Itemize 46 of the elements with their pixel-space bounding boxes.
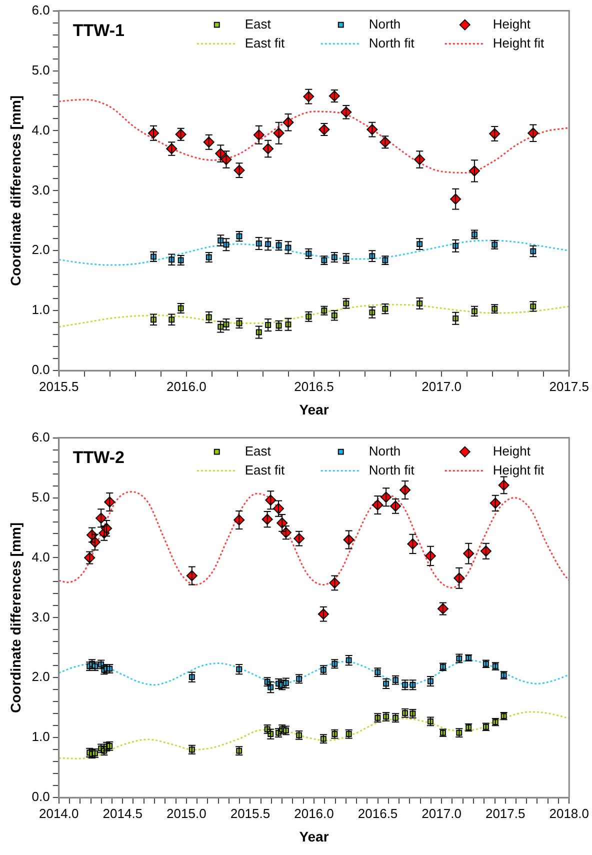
y-tick-label: 5.0 <box>32 62 50 78</box>
legend-label: Height fit <box>492 462 545 478</box>
legend-label: East fit <box>244 35 285 50</box>
legend-label: North fit <box>368 35 415 50</box>
x-tick-label: 2014.0 <box>38 806 79 821</box>
y-tick-label: 1.0 <box>32 729 50 744</box>
y-axis-title: Coordinate differences [mm] <box>7 522 24 713</box>
legend-label: North <box>368 443 401 458</box>
x-tick-label: 2015.0 <box>166 806 206 821</box>
x-tick-label: 2017.5 <box>549 378 589 394</box>
legend-label: East fit <box>244 462 285 478</box>
x-tick-label: 2016.5 <box>294 378 334 394</box>
y-tick-label: 3.0 <box>32 609 50 624</box>
legend-label: North fit <box>368 462 415 478</box>
y-tick-label: 6.0 <box>32 429 50 444</box>
y-tick-label: 5.0 <box>32 489 50 504</box>
x-tick-label: 2016.0 <box>294 806 334 821</box>
x-tick-label: 2017.5 <box>485 806 526 821</box>
x-axis-title: Year <box>299 828 330 844</box>
y-tick-label: 0.0 <box>32 789 50 804</box>
x-tick-label: 2017.0 <box>422 806 462 821</box>
y-tick-label: 0.0 <box>32 362 50 378</box>
x-tick-label: 2015.5 <box>230 806 270 821</box>
legend-label: Height <box>492 16 531 32</box>
x-tick-label: 2016.5 <box>358 806 398 821</box>
legend-label: East <box>244 16 272 32</box>
x-axis-title: Year <box>299 401 330 418</box>
x-tick-label: 2016.0 <box>166 378 206 394</box>
x-tick-label: 2017.0 <box>422 378 462 394</box>
legend-label: North <box>368 16 401 32</box>
y-tick-label: 6.0 <box>32 2 50 18</box>
y-tick-label: 4.0 <box>32 549 50 564</box>
x-tick-label: 2015.5 <box>38 378 79 394</box>
y-tick-label: 2.0 <box>32 669 50 684</box>
x-tick-label: 2014.5 <box>102 806 143 821</box>
x-tick-label: 2018.0 <box>549 806 589 821</box>
text: TTW-2 <box>72 448 124 467</box>
legend-label: East <box>244 443 272 458</box>
legend-label: Height <box>492 443 531 458</box>
y-axis-title: Coordinate differences [mm] <box>7 95 24 286</box>
y-tick-label: 3.0 <box>32 182 50 198</box>
text: TTW-1 <box>72 20 124 40</box>
y-tick-label: 1.0 <box>32 302 50 318</box>
y-tick-label: 2.0 <box>32 242 50 258</box>
legend-label: Height fit <box>492 35 545 50</box>
y-tick-label: 4.0 <box>32 122 50 138</box>
